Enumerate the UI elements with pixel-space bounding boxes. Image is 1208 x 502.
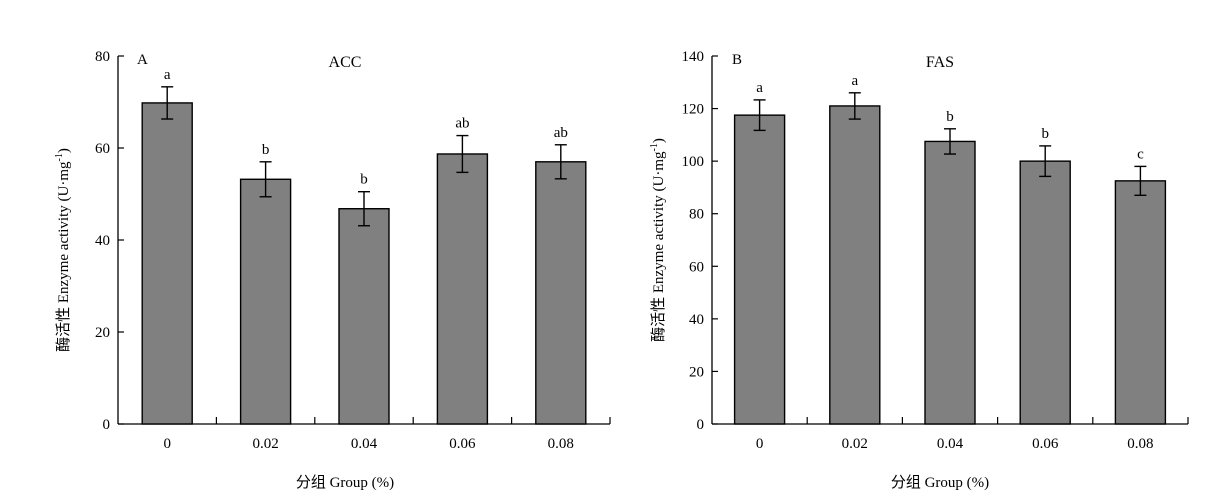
y-tick-label: 20 xyxy=(689,364,704,380)
significance-label: a xyxy=(756,80,763,96)
x-tick-label: 0.04 xyxy=(937,436,964,452)
marks-layer: 0 20 40 60 80 a 0 b 0.02 b 0.04 ab 0.06 ab 0.08 xyxy=(95,49,611,452)
y-tick-label: 100 xyxy=(682,154,705,170)
significance-label: ab xyxy=(554,125,568,141)
x-tick-label: 0.02 xyxy=(842,436,868,452)
significance-label: b xyxy=(360,172,368,188)
x-tick-label: 0.06 xyxy=(1032,436,1059,452)
significance-label: b xyxy=(262,142,270,158)
y-tick-label: 40 xyxy=(95,233,110,249)
bar xyxy=(1114,180,1167,425)
x-tick-label: 0.04 xyxy=(351,436,378,452)
y-axis-label-sup: -1 xyxy=(54,153,65,161)
x-tick-label: 0.02 xyxy=(252,436,278,452)
y-tick-label: 80 xyxy=(689,207,704,223)
panel-acc: A ACC 分组 Group (%) 酶活性 Enzyme activity (… xyxy=(54,49,611,491)
y-axis-label: 酶活性 Enzyme activity (U·mg-1) xyxy=(649,138,667,342)
y-axis-label-close: ) xyxy=(56,148,72,153)
panel-label: B xyxy=(732,52,742,68)
y-axis-label-main: 酶活性 Enzyme activity (U·mg xyxy=(55,161,72,352)
significance-label: c xyxy=(1137,146,1144,162)
bar xyxy=(239,178,292,425)
y-tick-label: 60 xyxy=(95,141,110,157)
y-tick-label: 120 xyxy=(682,102,705,118)
bar xyxy=(829,105,881,425)
y-tick-label: 40 xyxy=(689,312,704,328)
x-axis-label: 分组 Group (%) xyxy=(891,474,989,491)
bar xyxy=(141,102,193,425)
chart-title: ACC xyxy=(329,54,362,71)
y-axis-label-main: 酶活性 Enzyme activity (U·mg xyxy=(650,151,667,342)
x-tick-label: 0 xyxy=(756,436,764,452)
significance-label: b xyxy=(1041,126,1049,142)
bar xyxy=(924,140,976,425)
significance-label: a xyxy=(164,67,171,83)
bar xyxy=(1019,160,1071,425)
chart-title: FAS xyxy=(926,54,954,71)
y-tick-label: 20 xyxy=(95,325,110,341)
y-tick-label: 80 xyxy=(95,49,110,65)
y-tick-label: 140 xyxy=(682,49,705,65)
bar xyxy=(535,161,587,425)
panel-label: A xyxy=(137,52,148,68)
significance-label: a xyxy=(851,73,858,89)
y-tick-label: 0 xyxy=(697,417,705,433)
y-axis-label-close: ) xyxy=(651,138,667,143)
bar xyxy=(338,208,390,425)
significance-label: ab xyxy=(455,116,469,132)
bar xyxy=(733,114,786,425)
significance-label: b xyxy=(946,109,954,125)
marks-layer: 0 20 40 60 80 100 120 140 a 0 a 0.02 b 0.04 b 0.06 c 0.08 xyxy=(682,49,1189,452)
x-tick-label: 0.08 xyxy=(1127,436,1153,452)
y-axis-label-sup: -1 xyxy=(649,143,660,151)
x-axis-label: 分组 Group (%) xyxy=(296,474,394,491)
y-tick-label: 0 xyxy=(103,417,111,433)
x-tick-label: 0 xyxy=(163,436,171,452)
x-tick-label: 0.08 xyxy=(548,436,574,452)
panel-fas: B FAS 分组 Group (%) 酶活性 Enzyme activity (… xyxy=(649,49,1189,491)
y-tick-label: 60 xyxy=(689,259,704,275)
bar xyxy=(436,153,489,425)
y-axis-label: 酶活性 Enzyme activity (U·mg-1) xyxy=(54,148,72,352)
x-tick-label: 0.06 xyxy=(449,436,476,452)
